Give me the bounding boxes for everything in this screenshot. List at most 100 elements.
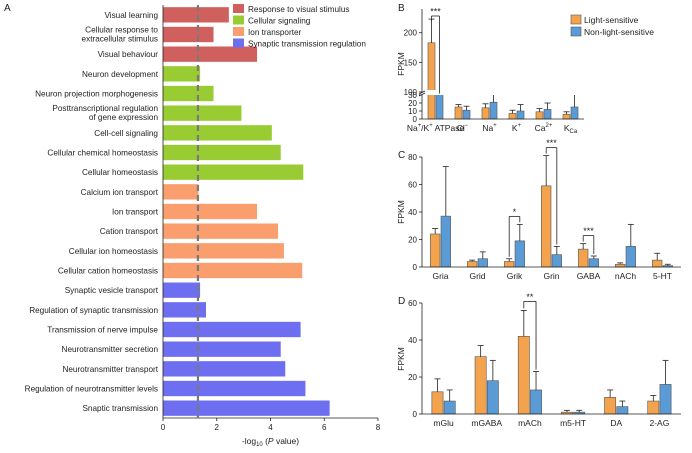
panel-a-legend-swatch [233,27,244,36]
panel-a-bar [163,184,199,200]
panel-a-category-label: Posttranscriptional regulation [52,104,158,113]
panel-a-x-tick-label: 8 [376,423,381,432]
panel-c-y-axis-label: FPKM [396,200,406,224]
panel-a-bar [163,400,330,416]
panel-b-legend-label: Non-light-sensitive [584,27,654,37]
panel-b-break-mark [418,92,426,97]
panel-d-bar-nonlight [659,384,672,415]
panel-c-bar-light [541,185,552,268]
panel-c-bar-light [467,261,478,268]
panel-d-bar-nonlight [530,389,542,415]
panel-a-bar [163,46,258,62]
panel-a-category-label: Neuron projection morphogenesis [35,90,158,99]
panel-a-bar [163,164,304,180]
panel-a-category-label: Regulation of synaptic transmission [29,306,158,315]
panel-a-bar [163,341,281,357]
panel-c-sig-label: *** [546,138,557,148]
panel-b-bar-nonlight [489,101,498,120]
panel-b-y-tick-label: 30 [408,91,417,100]
panel-b-category-label: KCa​ [564,123,578,135]
panel-a-bar [163,66,201,82]
panel-a-legend-label: Cellular signaling [248,17,311,26]
panel-d-bar-light [474,356,487,415]
panel-b-break-mark [418,90,426,95]
panel-b-bar-light [481,107,490,120]
panel-a-bar [163,282,201,298]
panel-b-axis-break [423,90,584,95]
panel-a-legend-swatch [233,38,244,48]
panel-c-bar-nonlight [625,246,636,268]
panel-d-category-label: mGlu [433,418,454,428]
panel-c-bar-light [430,233,441,268]
panel-a-category-label: Transmission of nerve impulse [47,326,158,335]
panel-b-y-tick-label: 0 [413,115,418,124]
panel-c-category-label: Gria [432,271,448,281]
panel-c-sig-label: *** [583,226,594,236]
panel-c-bar-nonlight [551,254,562,268]
panel-a-bar [163,105,242,121]
panel-b-bar-light [427,42,436,120]
panel-a-bar [163,85,214,102]
panel-d-y-tick-label: 0 [413,410,418,419]
panel-d-category-label: mGABA [471,418,502,428]
panel-d-y-tick-label: 20 [408,373,417,382]
panel-a-category-label: Cellular response to [85,26,158,35]
panel-c-category-label: 5-HT [653,271,672,281]
panel-b-category-label: Cl−​ [457,123,469,133]
panel-a-category-label: Cellular cation homeostasis [58,267,158,276]
panel-a-bar [163,223,279,239]
panel-d-bar-light [647,400,660,415]
panel-a-category-label: Visual behaviour [98,50,159,59]
panel-a-x-tick-label: 2 [215,423,220,432]
panel-d-bar-light [431,391,444,415]
panel-b-bar-light [508,113,517,120]
panel-b-bar-nonlight [462,109,471,120]
panel-b-sig-label: *** [430,7,441,17]
panel-b-bar-nonlight [435,93,444,120]
panel-a-category-label: Neurotransmitter secretion [62,345,159,354]
panel-a-bar [163,302,206,318]
panel-a-bar [163,321,301,338]
panel-a-category-label: Ion transport [112,208,159,217]
panel-a-bar [163,361,286,377]
panel-d-y-tick-label: 40 [408,336,417,345]
panel-d-bar-light [604,397,617,415]
panel-a-legend-swatch [233,15,244,25]
panel-b-category-label: K+​ [512,123,522,133]
panel-c-y-tick-label: 40 [408,208,417,217]
panel-a-category-label: Visual learning [104,11,158,20]
panel-b-label: B [398,3,405,14]
panel-a-category-label: extracellular stimulus [82,35,158,44]
panel-b-legend-swatch [570,14,582,25]
panel-c-bar-light [578,248,589,268]
panel-a-category-label: Cation transport [100,227,159,236]
panel-a-category-label: Regulation of neurotransmitter levels [25,385,158,394]
panel-c-bar-light [504,261,515,268]
panel-c-sig-label: * [513,207,517,217]
panel-c-bar-nonlight [588,258,599,268]
panel-a-category-label: Neurotransmitter transport [62,365,158,374]
panel-a-legend-label: Response to visual stimulus [248,5,349,14]
panel-b-y-tick-label: 100 [404,88,418,97]
panel-a-bar [163,7,229,23]
panel-d-category-label: DA [610,418,622,428]
panel-d-category-label: mACh [518,418,542,428]
panel-d-bar-nonlight [616,406,629,415]
panel-b-category-label: Ca2+​ [535,123,553,133]
panel-c-bar-nonlight [440,215,451,268]
panel-a-category-label: Cellular homeostasis [82,168,158,177]
panel-d-category-label: 2-AG [649,418,669,428]
panel-b-bar-light [562,113,571,120]
panel-a-category-label: Cellular ion homeostasis [69,247,158,256]
panel-a-bar [163,125,272,141]
panel-d-bar-light [517,335,530,415]
panel-c-category-label: Grid [469,271,485,281]
panel-c-label: C [398,150,405,161]
panel-c-bar-nonlight [477,258,488,268]
panel-d-sig-label: ** [526,292,534,302]
panel-a-x-tick-label: 4 [268,423,273,432]
panel-b-bar-nonlight [543,109,552,120]
panel-a-bar [163,262,303,279]
panel-c-category-label: Grin [543,271,559,281]
